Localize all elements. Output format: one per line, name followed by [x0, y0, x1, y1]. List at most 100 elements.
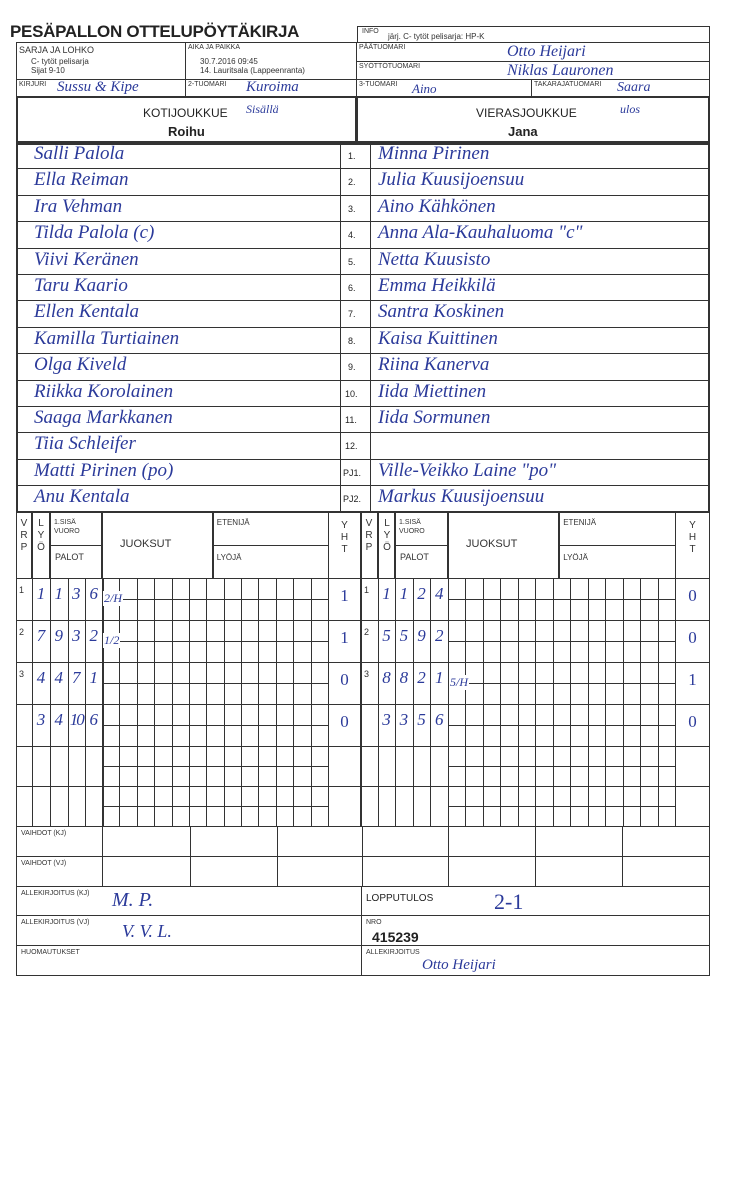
run-cell: [517, 620, 537, 642]
run-cell: [188, 683, 208, 705]
juoksut-header-label: JUOKSUT: [466, 538, 518, 550]
run-cell: [535, 725, 554, 747]
run-cell: [605, 599, 624, 621]
run-cell: [500, 662, 519, 684]
run-cell: [535, 766, 554, 787]
run-cell: [482, 786, 502, 807]
run-cell: [535, 599, 554, 621]
run-cell: [640, 786, 659, 807]
run-cell: [640, 746, 659, 767]
run-cell: [136, 683, 156, 705]
shirt-number: 5.: [348, 256, 356, 267]
run-cell: [448, 704, 467, 726]
allekirjoitus-label: ALLEKIRJOITUS: [366, 949, 420, 956]
run-cell: [500, 766, 519, 787]
syottotuomari-box: SYÖTTÖTUOMARI Niklas Lauronen: [356, 61, 710, 80]
home-player-name: Salli Palola: [34, 143, 125, 164]
roster-divider: [340, 275, 341, 301]
run-cell: [482, 599, 502, 621]
run-cell: [587, 641, 607, 663]
score-cell: [32, 746, 51, 787]
run-cell: [188, 620, 208, 642]
run-cell: [605, 620, 624, 642]
kirjuri-value: Sussu & Kipe: [57, 79, 139, 95]
run-cell: [657, 725, 676, 747]
run-cell: [587, 683, 607, 705]
run-cell: [136, 766, 156, 787]
inning-cell: 3: [72, 584, 81, 603]
score-cell: [50, 786, 69, 827]
run-cell: [258, 599, 277, 621]
run-cell: [570, 662, 589, 684]
inning-cell: 8: [399, 668, 409, 687]
sarja-label: SARJA JA LOHKO: [19, 45, 95, 55]
run-cell: [517, 746, 537, 767]
run-cell: [241, 766, 260, 787]
run-cell: [500, 746, 519, 767]
run-cell: [587, 599, 607, 621]
run-cell: [102, 786, 121, 807]
info-value: järj. C- tytöt pelisarja: HP-K: [388, 32, 485, 41]
run-cell: [119, 641, 138, 663]
huomautukset-box: HUOMAUTUKSET: [16, 945, 362, 976]
run-cell: [640, 620, 659, 642]
away-player-name: Netta Kuusisto: [378, 248, 491, 270]
run-cell: [206, 786, 225, 807]
shirt-number: 3.: [348, 203, 356, 214]
run-cell: [136, 786, 156, 807]
score-cell: [85, 746, 104, 787]
roster-divider: [370, 169, 371, 195]
run-cell: [500, 704, 519, 726]
score-cell: [378, 786, 396, 827]
run-cell: [102, 683, 121, 705]
run-cell: [517, 662, 537, 684]
run-cell: [448, 786, 467, 807]
run-cell: [465, 620, 484, 642]
run-cell: [622, 806, 642, 827]
home-player-name: Tilda Palola (c): [34, 222, 155, 244]
run-cell: [241, 725, 260, 747]
run-cell: [223, 806, 243, 827]
score-cell: [361, 746, 379, 787]
run-cell: [293, 725, 312, 747]
inning-number: 1: [364, 585, 370, 595]
run-cell: [188, 725, 208, 747]
run-cell: [102, 662, 121, 684]
run-cell: [482, 641, 502, 663]
run-cell: [448, 746, 467, 767]
run-cell: [570, 766, 589, 787]
score-cell: [67, 746, 86, 787]
player-row: 3. Ira Vehman Aino Kähkönen: [16, 195, 710, 223]
run-cell: [448, 725, 467, 747]
run-cell: [517, 683, 537, 705]
run-cell: [622, 578, 642, 600]
run-cell: [154, 806, 173, 827]
player-row: 7. Ellen Kentala Santra Koskinen: [16, 301, 710, 328]
run-cell: [119, 806, 138, 827]
vaihdot-divider: [277, 826, 278, 887]
run-cell: [448, 599, 467, 621]
run-cell: [171, 662, 190, 684]
run-cell: [535, 746, 554, 767]
run-cell: [465, 578, 484, 600]
run-cell: [535, 704, 554, 726]
player-row: 10. Riikka Korolainen Iida Miettinen: [16, 380, 710, 407]
inning-cell: 1: [399, 584, 409, 603]
run-cell: [465, 806, 484, 827]
run-cell: [188, 599, 208, 621]
run-cell: [223, 786, 243, 807]
run-cell: [500, 725, 519, 747]
paatuomari-value: Otto Heijari: [507, 43, 586, 60]
run-cell: [482, 683, 502, 705]
run-cell: [154, 766, 173, 787]
home-player-name: Matti Pirinen (po): [34, 459, 174, 481]
home-player-name: Ira Vehman: [34, 195, 123, 217]
run-cell: [482, 578, 502, 600]
run-cell: [258, 641, 277, 663]
run-cell: [622, 746, 642, 767]
run-cell: [465, 746, 484, 767]
roster-divider: [370, 143, 371, 169]
inning-cell: 9: [54, 626, 64, 645]
inning-cell: 10: [69, 710, 85, 729]
inning-cell: 4: [434, 584, 444, 603]
